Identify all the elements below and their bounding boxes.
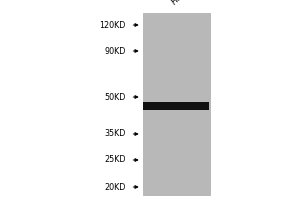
Text: 90KD: 90KD [105, 46, 126, 55]
Bar [143, 102, 209, 110]
Text: 35KD: 35KD [105, 130, 126, 138]
Text: 120KD: 120KD [100, 21, 126, 29]
Bar [142, 13, 210, 195]
Text: 25KD: 25KD [104, 156, 126, 164]
Text: 50KD: 50KD [105, 92, 126, 102]
Text: Heart: Heart [169, 0, 192, 6]
Text: 20KD: 20KD [105, 182, 126, 192]
